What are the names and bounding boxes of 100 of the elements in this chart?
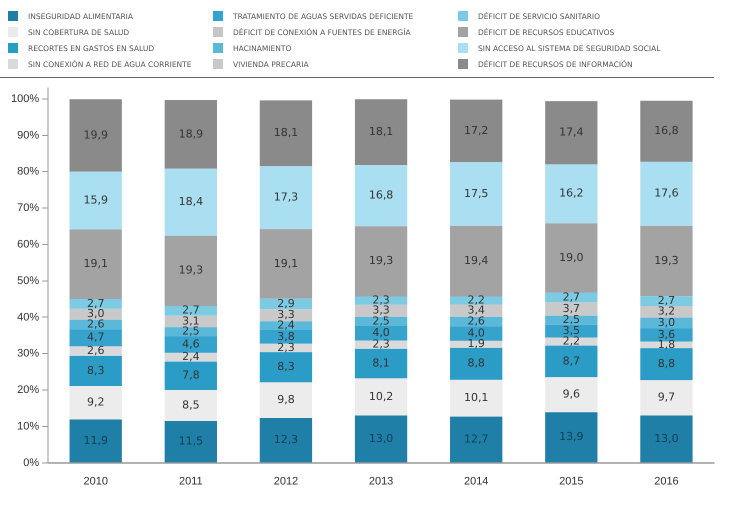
y-tick-label: 90% bbox=[17, 129, 40, 142]
bar bbox=[70, 172, 122, 230]
bar bbox=[70, 386, 122, 420]
y-tick-label: 70% bbox=[17, 202, 40, 214]
data-label: 16,2 bbox=[559, 186, 584, 200]
data-label: 4,0 bbox=[467, 326, 485, 340]
data-label: 8,8 bbox=[658, 357, 676, 370]
x-tick-label: 2011 bbox=[178, 475, 203, 488]
bar bbox=[640, 162, 693, 226]
bar bbox=[545, 302, 598, 316]
data-label: 19,9 bbox=[83, 128, 108, 142]
data-label: 8,7 bbox=[562, 354, 580, 368]
data-label: 7,8 bbox=[182, 368, 200, 382]
bar bbox=[450, 316, 502, 326]
x-tick-label: 2016 bbox=[654, 475, 679, 488]
data-label: 2,5 bbox=[372, 314, 390, 328]
data-label: 3,2 bbox=[658, 304, 676, 318]
x-tick-label: 2010 bbox=[83, 475, 108, 488]
data-label: 10,2 bbox=[368, 390, 394, 403]
bar bbox=[450, 416, 502, 462]
data-label: 2,3 bbox=[277, 340, 295, 354]
bar bbox=[640, 296, 693, 306]
bar bbox=[354, 165, 408, 226]
data-label: 17,3 bbox=[274, 190, 298, 204]
bar bbox=[354, 415, 408, 462]
data-label: 3,0 bbox=[658, 316, 676, 329]
bar bbox=[545, 316, 598, 325]
data-label: 8,1 bbox=[372, 356, 390, 370]
bar bbox=[545, 377, 598, 412]
bar bbox=[450, 162, 502, 226]
bar bbox=[70, 346, 122, 356]
data-label: 2,7 bbox=[658, 294, 676, 307]
data-label: 13,9 bbox=[559, 430, 584, 444]
y-tick-label: 40% bbox=[17, 311, 40, 324]
data-label: 3,4 bbox=[467, 304, 485, 317]
data-label: 2,6 bbox=[86, 344, 104, 357]
data-label: 19,0 bbox=[559, 250, 584, 264]
bar bbox=[260, 382, 312, 418]
bar bbox=[640, 348, 693, 380]
data-label: 2,5 bbox=[562, 313, 580, 326]
data-label: 16,8 bbox=[654, 124, 679, 138]
bar bbox=[640, 380, 693, 416]
bar bbox=[640, 100, 693, 162]
bar bbox=[70, 230, 122, 300]
bar bbox=[70, 99, 122, 172]
data-label: 19,1 bbox=[83, 257, 108, 270]
x-tick-label: 2015 bbox=[559, 475, 584, 488]
bar bbox=[450, 304, 502, 317]
bar bbox=[260, 321, 312, 330]
bar bbox=[164, 390, 217, 421]
bar bbox=[354, 348, 408, 378]
data-label: 2,9 bbox=[277, 296, 295, 310]
bar bbox=[354, 226, 408, 297]
x-tick-label: 2013 bbox=[368, 475, 394, 488]
data-label: 2,7 bbox=[182, 304, 200, 317]
data-label: 3,1 bbox=[182, 314, 200, 328]
bar bbox=[354, 99, 408, 166]
bar bbox=[450, 296, 502, 305]
data-label: 2,3 bbox=[372, 338, 390, 351]
y-tick-label: 20% bbox=[17, 384, 40, 396]
bar bbox=[640, 226, 693, 296]
bar bbox=[70, 320, 122, 330]
bar bbox=[450, 100, 502, 162]
bar bbox=[545, 101, 598, 164]
bar bbox=[260, 418, 312, 462]
data-label: 1,9 bbox=[467, 337, 485, 350]
y-tick-label: 50% bbox=[17, 274, 40, 287]
bar bbox=[70, 329, 122, 346]
y-tick-label: 0% bbox=[23, 456, 40, 469]
bar bbox=[164, 236, 217, 306]
y-tick-label: 100% bbox=[10, 92, 40, 105]
data-label: 19,3 bbox=[178, 264, 204, 277]
bar bbox=[70, 356, 122, 386]
data-label: 10,1 bbox=[464, 391, 488, 404]
x-tick-label: 2014 bbox=[464, 475, 488, 488]
data-label: 19,1 bbox=[274, 256, 298, 270]
data-label: 3,8 bbox=[277, 330, 295, 343]
data-label: 9,7 bbox=[658, 390, 676, 404]
bar bbox=[260, 229, 312, 299]
data-label: 2,2 bbox=[467, 293, 485, 306]
bar bbox=[354, 340, 408, 349]
bar bbox=[164, 336, 217, 353]
y-tick-label: 80% bbox=[17, 166, 40, 178]
data-label: 3,6 bbox=[658, 328, 676, 341]
bar bbox=[545, 164, 598, 224]
bar bbox=[260, 166, 312, 230]
data-label: 19,4 bbox=[464, 254, 488, 268]
bar bbox=[260, 352, 312, 382]
data-label: 18,4 bbox=[178, 195, 204, 208]
bar bbox=[545, 338, 598, 346]
bar bbox=[545, 346, 598, 378]
data-label: 4,6 bbox=[182, 337, 200, 350]
data-label: 12,3 bbox=[274, 433, 298, 446]
bar bbox=[450, 348, 502, 380]
data-label: 11,9 bbox=[83, 434, 108, 447]
bar bbox=[640, 415, 693, 462]
bar bbox=[260, 100, 312, 166]
data-label: 8,5 bbox=[182, 398, 200, 412]
data-label: 18,1 bbox=[274, 126, 298, 140]
data-label: 4,7 bbox=[86, 330, 104, 344]
